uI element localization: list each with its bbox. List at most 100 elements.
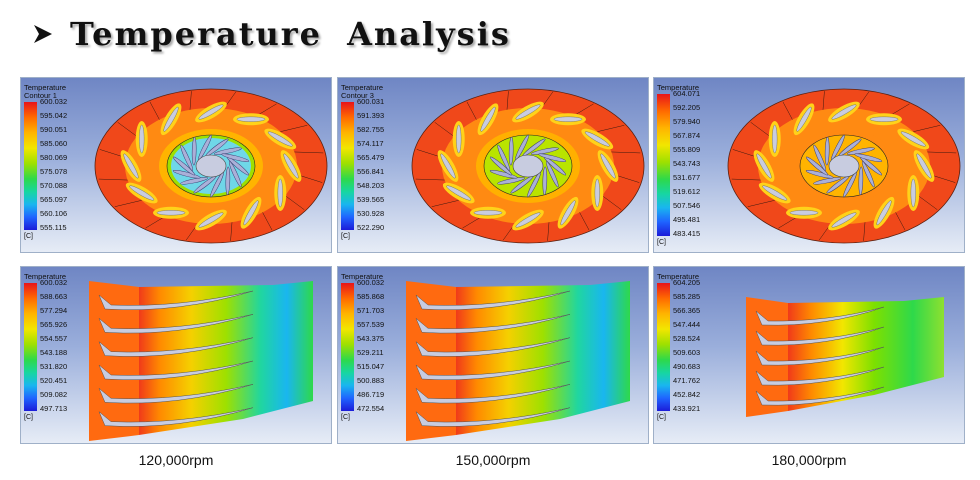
legend-tick-label: 543.375 (357, 334, 385, 343)
rotor-blade (172, 156, 196, 176)
blade-contour-plot (746, 297, 944, 417)
rotor-blade (858, 166, 864, 196)
legend-unit: [C] (657, 414, 666, 421)
vane (873, 196, 895, 229)
disk-contour-plot (727, 88, 961, 244)
legend-tick-label: 604.071 (673, 89, 701, 98)
legend-subtitle: Contour 1 (24, 91, 57, 100)
blade-profile (755, 326, 885, 346)
legend-tick-label: 557.539 (357, 320, 385, 329)
legend-tick-label: 471.762 (673, 376, 701, 385)
blade-profile (755, 366, 885, 386)
vane (768, 121, 781, 157)
legend-title: Temperature (24, 83, 67, 92)
legend-title: Temperature (657, 272, 700, 281)
rotor-blade (508, 136, 514, 166)
blade-contour-panel-180k: Temperature 604.205 585.285 566.365 547.444 5… (653, 266, 965, 444)
disk-contour-panel-120k: Temperature Contour 1 600.032 595.042 590.05… (20, 77, 332, 253)
color-legend: Temperature 604.071 592.205 579.940 567.874 5… (657, 84, 737, 250)
legend-tick-label: 565.097 (40, 195, 68, 204)
legend-tick-label: 500.883 (357, 376, 385, 385)
legend-tick-label: 600.031 (357, 97, 385, 106)
blade-contour-panel-120k: Temperature 600.032 588.663 577.294 565.926 5… (20, 266, 332, 444)
vane (828, 209, 860, 231)
rotor-blade (805, 156, 829, 176)
legend-tick-label: 565.479 (357, 153, 385, 162)
legend-unit: [C] (341, 233, 350, 240)
legend-tick-label: 530.928 (357, 209, 385, 218)
rotor-blade (191, 136, 197, 166)
blade-contour-plot (89, 281, 313, 441)
legend-tick-label: 566.365 (673, 306, 701, 315)
legend-tick-label: 579.940 (673, 117, 701, 126)
legend-tick-label: 472.554 (357, 404, 385, 413)
rotor-blade (172, 170, 201, 179)
vane (477, 103, 499, 136)
legend-tick-label: 585.868 (357, 292, 385, 301)
vane (597, 150, 619, 182)
vane (240, 196, 262, 229)
vane (758, 182, 791, 204)
title-row: Temperature Analysis (30, 14, 511, 54)
rotor-blade (489, 156, 513, 176)
legend-tick-label: 556.841 (357, 167, 385, 176)
vane (153, 206, 189, 219)
legend-tick-label: 595.042 (40, 111, 68, 120)
blade-contour-plot (406, 281, 630, 441)
legend-tick-label: 483.415 (673, 229, 701, 238)
legend-color-bar (657, 283, 670, 411)
rotor-blade (229, 161, 242, 188)
legend-tick-label: 509.082 (40, 390, 68, 399)
legend-subtitle: Contour 3 (341, 91, 374, 100)
rotor-hub (512, 154, 544, 178)
legend-tick-label: 520.451 (40, 376, 68, 385)
legend-tick-label: 531.677 (673, 173, 701, 182)
legend-tick-label: 582.755 (357, 125, 385, 134)
legend-unit: [C] (24, 233, 33, 240)
rotor-blade (805, 170, 834, 179)
vane (866, 113, 902, 126)
legend-tick-label: 539.565 (357, 195, 385, 204)
legend-unit: [C] (24, 414, 33, 421)
blade-profile (98, 360, 254, 381)
color-legend: Temperature Contour 3 600.031 591.393 582.75… (341, 84, 421, 244)
legend-tick-label: 600.032 (40, 278, 68, 287)
rotor-blade (862, 161, 875, 188)
vane (550, 113, 586, 126)
legend-tick-label: 555.809 (673, 145, 701, 154)
legend-tick-label: 509.603 (673, 348, 701, 357)
blade-profile (98, 314, 254, 334)
legend-tick-label: 580.069 (40, 153, 68, 162)
blade-contour-panel-150k: Temperature 600.032 585.868 571.703 557.539 5… (337, 266, 649, 444)
rotor-blade (180, 177, 209, 185)
arrow-bullet-icon (34, 25, 52, 43)
legend-tick-label: 497.713 (40, 404, 68, 413)
blade-profile (98, 384, 254, 404)
inlet-region (746, 297, 788, 417)
rotor-blade (813, 144, 826, 171)
rotor-blade (180, 144, 193, 171)
legend-tick-label: 507.546 (673, 201, 701, 210)
rotor-hub (828, 154, 860, 178)
vane (753, 150, 775, 182)
blade-profile (415, 407, 571, 427)
vane (897, 128, 930, 150)
vane (233, 113, 269, 126)
color-legend: Temperature 600.032 585.868 571.703 557.539 5… (341, 273, 421, 425)
legend-unit: [C] (341, 414, 350, 421)
legend-tick-label: 452.842 (673, 390, 701, 399)
blade-profile (98, 290, 254, 311)
rotor-blade (854, 153, 883, 162)
legend-tick-label: 600.032 (40, 97, 68, 106)
legend-tick-label: 495.481 (673, 215, 701, 224)
rotor-blade (824, 136, 830, 166)
rotor-blade (813, 177, 842, 185)
disk-contour-panel-150k: Temperature Contour 3 600.031 591.393 582.75… (337, 77, 649, 253)
caption-120k: 120,000rpm (138, 452, 214, 468)
legend-tick-label: 531.820 (40, 362, 68, 371)
vane (512, 209, 544, 231)
legend-tick-label: 567.874 (673, 131, 701, 140)
passage-region (788, 297, 944, 411)
legend-tick-label: 548.203 (357, 181, 385, 190)
blade-profile (755, 386, 885, 406)
